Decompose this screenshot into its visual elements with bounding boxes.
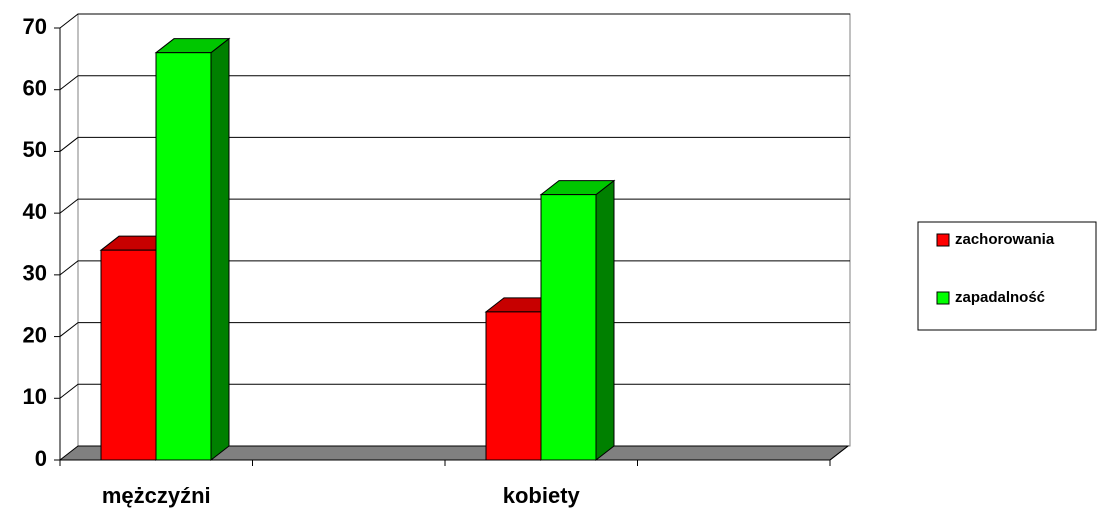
grid-line [59, 136, 850, 152]
y-tick-label: 20 [23, 322, 47, 347]
y-tick-label: 30 [23, 261, 47, 286]
bar-side [210, 37, 230, 462]
y-tick-label: 60 [23, 76, 47, 101]
bar [155, 52, 212, 461]
floor-edge [829, 445, 849, 461]
grid-line [59, 13, 850, 29]
grid-line [59, 75, 850, 91]
bar-side [595, 179, 615, 462]
legend-label: zapadalność [955, 289, 1045, 306]
bar [485, 311, 542, 461]
y-tick-label: 0 [35, 446, 47, 471]
bar [540, 194, 597, 461]
x-tick-label: mężczyźni [102, 483, 211, 508]
y-tick-label: 50 [23, 137, 47, 162]
legend-label: zachorowania [955, 231, 1055, 248]
y-tick-label: 40 [23, 199, 47, 224]
legend-swatch [936, 233, 950, 247]
bar [100, 249, 157, 461]
legend-swatch [936, 291, 950, 305]
y-tick-label: 10 [23, 384, 47, 409]
x-tick-label: kobiety [503, 483, 581, 508]
y-tick-label: 70 [23, 14, 47, 39]
